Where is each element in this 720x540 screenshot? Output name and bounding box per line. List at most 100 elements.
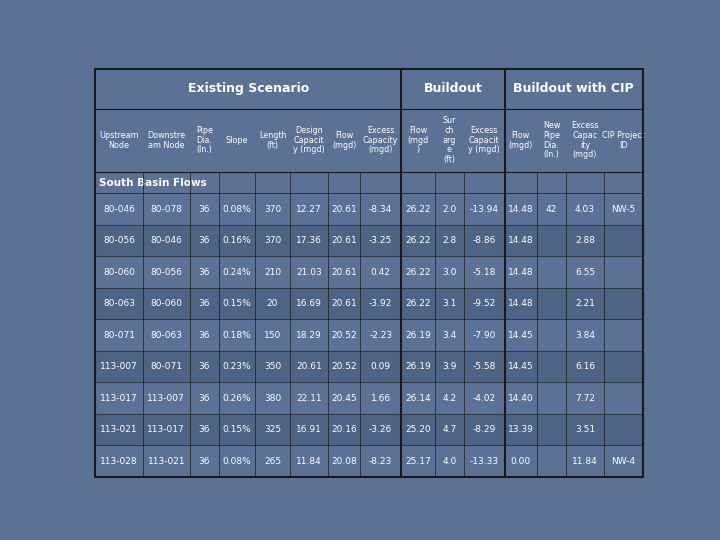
Text: 2.8: 2.8 — [442, 236, 456, 245]
Text: 0.18%: 0.18% — [222, 330, 251, 340]
Text: 0.00: 0.00 — [510, 456, 531, 465]
Text: 2.21: 2.21 — [575, 299, 595, 308]
Text: 26.22: 26.22 — [405, 205, 431, 214]
Text: 0.09: 0.09 — [371, 362, 391, 371]
Text: 36: 36 — [199, 299, 210, 308]
Text: 14.48: 14.48 — [508, 205, 534, 214]
Text: 80-063: 80-063 — [103, 299, 135, 308]
Text: 26.14: 26.14 — [405, 394, 431, 402]
Text: CIP Project
ID: CIP Project ID — [602, 131, 644, 150]
Text: -8.29: -8.29 — [472, 425, 496, 434]
Text: 0.15%: 0.15% — [222, 299, 251, 308]
Text: 25.17: 25.17 — [405, 456, 431, 465]
Text: 0.24%: 0.24% — [222, 268, 251, 276]
Text: Downstre
am Node: Downstre am Node — [148, 131, 185, 150]
Text: 13.39: 13.39 — [508, 425, 534, 434]
Text: 80-060: 80-060 — [150, 299, 182, 308]
Text: -8.86: -8.86 — [472, 236, 496, 245]
Text: 3.9: 3.9 — [442, 362, 456, 371]
Text: 80-071: 80-071 — [103, 330, 135, 340]
Text: 0.15%: 0.15% — [222, 425, 251, 434]
Text: Pipe
Dia.
(In.): Pipe Dia. (In.) — [196, 126, 213, 154]
Text: 26.22: 26.22 — [405, 268, 431, 276]
Text: Flow
(mgd): Flow (mgd) — [508, 131, 533, 150]
Text: 36: 36 — [199, 394, 210, 402]
Text: 150: 150 — [264, 330, 281, 340]
Text: 80-063: 80-063 — [150, 330, 182, 340]
Text: 80-046: 80-046 — [103, 205, 135, 214]
Text: Slope: Slope — [225, 136, 248, 145]
Text: 80-060: 80-060 — [103, 268, 135, 276]
Text: 113-017: 113-017 — [148, 425, 185, 434]
Text: 26.22: 26.22 — [405, 299, 431, 308]
Text: 20.52: 20.52 — [331, 330, 357, 340]
Text: 2.88: 2.88 — [575, 236, 595, 245]
Text: 4.03: 4.03 — [575, 205, 595, 214]
Text: 0.42: 0.42 — [371, 268, 390, 276]
Text: 380: 380 — [264, 394, 281, 402]
Text: 113-021: 113-021 — [148, 456, 185, 465]
Text: 2.0: 2.0 — [442, 205, 456, 214]
Text: 3.1: 3.1 — [442, 299, 456, 308]
Text: 17.36: 17.36 — [296, 236, 322, 245]
Text: -4.02: -4.02 — [473, 394, 496, 402]
Text: Length
(ft): Length (ft) — [258, 131, 287, 150]
Text: 3.0: 3.0 — [442, 268, 456, 276]
Text: 20.61: 20.61 — [331, 236, 357, 245]
Text: 20.61: 20.61 — [331, 205, 357, 214]
Text: 20: 20 — [267, 299, 278, 308]
Text: 36: 36 — [199, 425, 210, 434]
Text: 36: 36 — [199, 268, 210, 276]
Text: 16.91: 16.91 — [296, 425, 322, 434]
Text: 3.84: 3.84 — [575, 330, 595, 340]
Text: -3.92: -3.92 — [369, 299, 392, 308]
Text: 80-078: 80-078 — [150, 205, 182, 214]
Text: 20.61: 20.61 — [331, 299, 357, 308]
Text: 80-056: 80-056 — [150, 268, 182, 276]
Text: 25.20: 25.20 — [405, 425, 431, 434]
Text: -13.94: -13.94 — [469, 205, 499, 214]
Text: 18.29: 18.29 — [296, 330, 322, 340]
Text: -7.90: -7.90 — [472, 330, 496, 340]
Text: 0.26%: 0.26% — [222, 394, 251, 402]
Text: 113-017: 113-017 — [100, 394, 138, 402]
Text: -9.52: -9.52 — [472, 299, 496, 308]
Text: 4.0: 4.0 — [442, 456, 456, 465]
Text: 113-007: 113-007 — [148, 394, 185, 402]
Bar — [96, 288, 642, 319]
Text: Sur
ch
arg
e
(ft): Sur ch arg e (ft) — [443, 116, 456, 164]
Text: 12.27: 12.27 — [297, 205, 322, 214]
Text: 14.48: 14.48 — [508, 236, 534, 245]
Text: 80-056: 80-056 — [103, 236, 135, 245]
Text: -8.23: -8.23 — [369, 456, 392, 465]
Text: 350: 350 — [264, 362, 281, 371]
Text: 26.22: 26.22 — [405, 236, 431, 245]
Text: 210: 210 — [264, 268, 281, 276]
Text: 36: 36 — [199, 456, 210, 465]
Text: 4.2: 4.2 — [442, 394, 456, 402]
Text: 36: 36 — [199, 205, 210, 214]
Text: 26.19: 26.19 — [405, 330, 431, 340]
Text: 20.08: 20.08 — [331, 456, 357, 465]
Text: Flow
(mgd): Flow (mgd) — [332, 131, 356, 150]
Text: South Basin Flows: South Basin Flows — [99, 178, 206, 187]
Text: 0.23%: 0.23% — [222, 362, 251, 371]
Text: 14.40: 14.40 — [508, 394, 534, 402]
Text: 21.03: 21.03 — [296, 268, 322, 276]
Text: New
Pipe
Dia.
(In.): New Pipe Dia. (In.) — [543, 121, 560, 159]
Text: Excess
Capacit
y (mgd): Excess Capacit y (mgd) — [469, 126, 500, 154]
Text: Flow
(mgd
): Flow (mgd ) — [408, 126, 428, 154]
Text: 265: 265 — [264, 456, 281, 465]
Text: 14.45: 14.45 — [508, 330, 534, 340]
Text: Buildout: Buildout — [423, 82, 482, 95]
Text: 22.11: 22.11 — [297, 394, 322, 402]
Text: 36: 36 — [199, 362, 210, 371]
Text: 113-021: 113-021 — [100, 425, 138, 434]
Text: 0.08%: 0.08% — [222, 456, 251, 465]
Text: Excess
Capac
ity
(mgd): Excess Capac ity (mgd) — [571, 121, 598, 159]
Text: 80-046: 80-046 — [150, 236, 182, 245]
Text: -5.18: -5.18 — [472, 268, 496, 276]
Text: 370: 370 — [264, 205, 281, 214]
Text: 3.4: 3.4 — [442, 330, 456, 340]
Text: 4.7: 4.7 — [442, 425, 456, 434]
